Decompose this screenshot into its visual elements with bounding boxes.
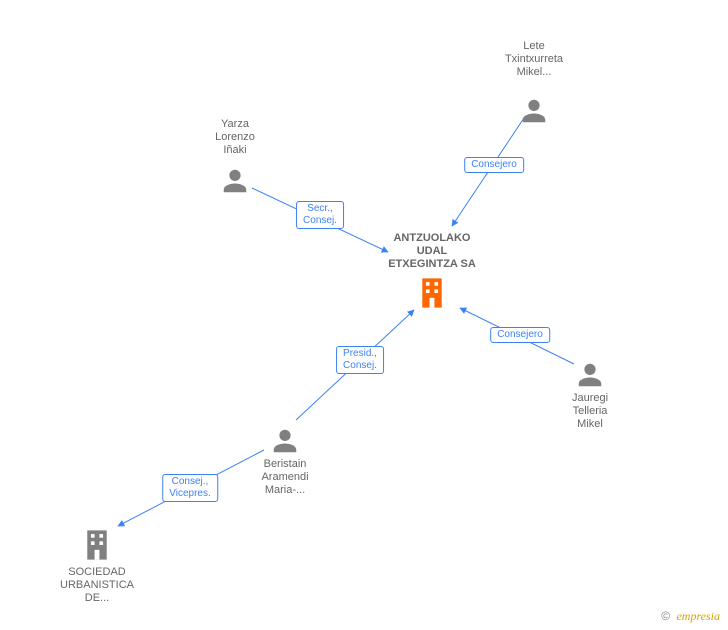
edge-label: Consej., Vicepres. [162,474,218,502]
node-icon-yarza[interactable] [220,166,250,200]
edge-label: Consejero [464,157,524,173]
node-label-jauregi[interactable]: Jauregi Telleria Mikel [572,392,608,432]
person-icon [575,360,605,390]
node-label-sociedad[interactable]: SOCIEDAD URBANISTICA DE... [60,566,134,606]
node-label: Jauregi Telleria Mikel [572,392,608,432]
node-label-lete[interactable]: Lete Txintxurreta Mikel... [505,40,563,80]
node-label: SOCIEDAD URBANISTICA DE... [60,566,134,606]
node-icon-center[interactable] [417,276,447,314]
node-icon-sociedad[interactable] [82,528,112,566]
building-icon [82,528,112,562]
edge-label: Consejero [490,327,550,343]
node-label: Yarza Lorenzo Iñaki [215,118,255,158]
person-icon [270,426,300,456]
node-label-center[interactable]: ANTZUOLAKO UDAL ETXEGINTZA SA [388,232,476,272]
copyright-symbol: © [661,609,670,623]
node-label-yarza[interactable]: Yarza Lorenzo Iñaki [215,118,255,158]
node-label-beristain[interactable]: Beristain Aramendi Maria-... [261,458,308,498]
node-icon-jauregi[interactable] [575,360,605,394]
person-icon [519,96,549,126]
node-label: ANTZUOLAKO UDAL ETXEGINTZA SA [388,232,476,272]
person-icon [220,166,250,196]
node-icon-lete[interactable] [519,96,549,130]
node-label: Beristain Aramendi Maria-... [261,458,308,498]
building-icon [417,276,447,310]
diagram-canvas: ANTZUOLAKO UDAL ETXEGINTZA SA Yarza Loren… [0,0,728,630]
node-icon-beristain[interactable] [270,426,300,460]
brand-name: empresia [676,609,720,623]
footer: © empresia [661,609,720,624]
node-label: Lete Txintxurreta Mikel... [505,40,563,80]
edge-label: Secr., Consej. [296,201,344,229]
edge-label: Presid., Consej. [336,346,384,374]
